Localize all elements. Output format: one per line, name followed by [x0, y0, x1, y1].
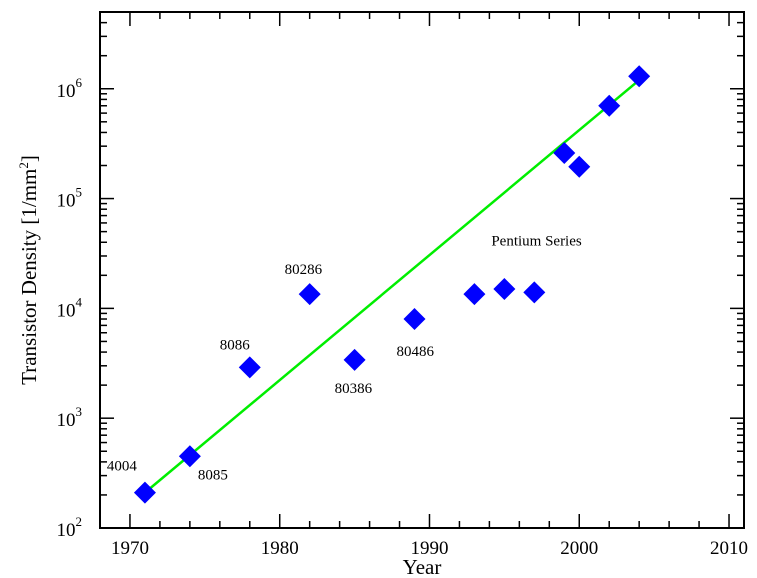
y-tick-label: 104: [57, 294, 83, 321]
x-tick-label: 2010: [710, 538, 748, 559]
data-point: [463, 283, 486, 306]
y-tick-exp: 2: [76, 514, 83, 529]
x-tick-label: 1970: [111, 538, 149, 559]
annotation-label: 80286: [285, 262, 323, 278]
annotation-label: 80386: [335, 381, 373, 397]
data-point: [493, 278, 516, 301]
data-point: [133, 481, 156, 504]
data-point: [298, 283, 321, 306]
y-axis-title-main: Transistor Density [1/mm: [17, 169, 41, 385]
annotations: 4004 8085 8086 80286 80386 80486 Pentium Serie…: [107, 233, 582, 483]
data-point: [523, 281, 546, 304]
y-tick-base: 10: [57, 191, 76, 212]
y-tick-label: 103: [57, 404, 83, 431]
x-tick-label: 1990: [410, 538, 448, 559]
x-tick-label: 1980: [261, 538, 299, 559]
x-axis-title: Year: [403, 555, 442, 578]
y-tick-label: 102: [57, 514, 83, 541]
data-point: [238, 356, 261, 379]
y-tick-exp: 6: [76, 75, 83, 90]
data-points: [133, 65, 651, 504]
y-tick-base: 10: [57, 300, 76, 321]
annotation-label: 8085: [198, 467, 228, 483]
y-tick-base: 10: [57, 410, 76, 431]
trend-line-group: [144, 79, 640, 494]
data-point: [403, 308, 426, 331]
x-axis-ticks: 1970 1980 1990 2000 2010: [111, 12, 748, 559]
y-tick-exp: 5: [76, 185, 83, 200]
y-tick-base: 10: [57, 520, 76, 541]
trend-line: [144, 79, 640, 494]
annotation-label: Pentium Series: [491, 233, 582, 249]
x-tick-label: 2000: [560, 538, 598, 559]
annotation-label: 4004: [107, 459, 138, 475]
data-point: [598, 94, 621, 117]
y-tick-exp: 4: [76, 294, 83, 309]
y-tick-exp: 3: [76, 404, 83, 419]
annotation-label: 80486: [397, 344, 435, 360]
data-point: [628, 65, 651, 88]
y-tick-label: 106: [57, 75, 83, 102]
y-axis-title: Transistor Density [1/mm2]: [16, 155, 41, 385]
data-point: [178, 445, 201, 468]
data-point: [568, 155, 591, 178]
y-axis-title-end: ]: [17, 155, 41, 162]
annotation-label: 8086: [220, 337, 251, 353]
data-point: [343, 348, 366, 371]
y-axis-title-sup: 2: [16, 162, 31, 169]
data-point: [553, 141, 576, 164]
plot-frame: [99, 11, 745, 529]
y-tick-base: 10: [57, 81, 76, 102]
y-tick-label: 105: [57, 185, 83, 212]
